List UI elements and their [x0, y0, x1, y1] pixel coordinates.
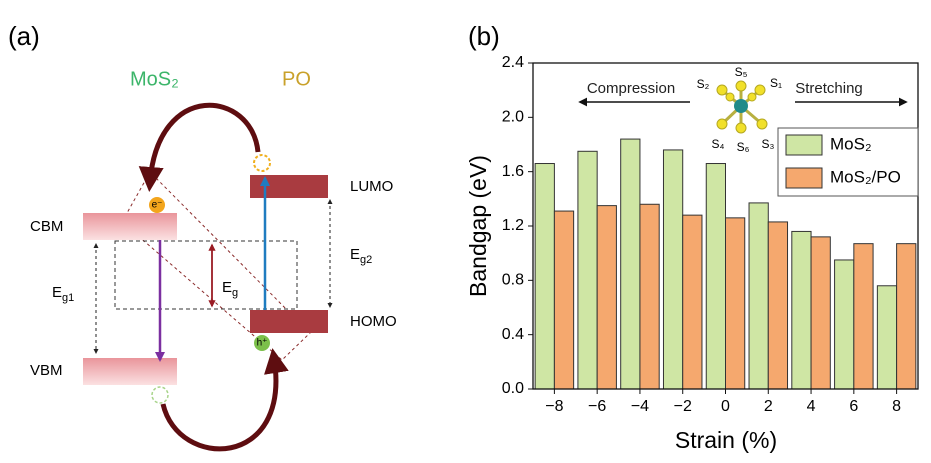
- transfer-arrow: [150, 105, 258, 182]
- bar: [706, 164, 725, 389]
- annotation: S₁: [770, 76, 782, 90]
- bar: [683, 215, 702, 389]
- panel-label: (a): [8, 21, 40, 51]
- bar: [811, 237, 830, 389]
- eg2-sub: g2: [360, 254, 372, 266]
- cbm-level: [83, 213, 177, 240]
- x-tick-label: −6: [588, 398, 606, 415]
- bar: [621, 139, 640, 389]
- y-tick-label: 0.8: [502, 272, 524, 289]
- y-axis-title: Bandgap (eV): [465, 155, 491, 297]
- vbm-label: VBM: [30, 362, 63, 379]
- bar: [554, 211, 573, 389]
- x-tick-label: 6: [849, 398, 858, 415]
- y-tick-label: 1.6: [502, 163, 524, 180]
- bar: [597, 206, 616, 389]
- x-tick-label: −2: [674, 398, 692, 415]
- x-tick-label: 4: [807, 398, 816, 415]
- x-tick-label: −4: [631, 398, 649, 415]
- annotation: S₄: [712, 137, 725, 151]
- homo-level: [250, 310, 328, 333]
- lumo-level: [250, 175, 328, 198]
- eg1-label: Eg1: [52, 284, 74, 304]
- lumo-label: LUMO: [350, 178, 393, 195]
- bar: [792, 231, 811, 389]
- legend-swatch: [786, 168, 822, 188]
- x-axis-title: Strain (%): [675, 427, 777, 453]
- legend-label: MoS₂/PO: [830, 167, 901, 186]
- y-tick-label: 0.0: [502, 380, 524, 397]
- bar: [835, 260, 854, 389]
- transfer-arrow: [163, 358, 276, 449]
- bar: [578, 151, 597, 389]
- eg-main: E: [222, 279, 232, 296]
- legend-swatch: [786, 135, 822, 155]
- y-tick-label: 1.2: [502, 217, 524, 234]
- bar: [640, 204, 659, 389]
- electron-label: e⁻: [152, 200, 163, 211]
- bar: [768, 222, 787, 389]
- y-tick-label: 2.0: [502, 109, 524, 126]
- bar: [726, 218, 745, 389]
- vbm-level: [83, 358, 177, 385]
- annotation: S₃: [762, 137, 775, 151]
- annotation: Stretching: [795, 80, 863, 97]
- annotation: Compression: [587, 80, 675, 97]
- annotation: S₅: [735, 65, 748, 79]
- bar: [897, 244, 916, 389]
- mos2-title: MoS₂: [130, 68, 179, 90]
- panel-a: (a) MoS₂ PO LUMO HOMO CBM VBM Eg Eg1 Eg2…: [8, 21, 397, 449]
- bar: [854, 244, 873, 389]
- figure: (a) MoS₂ PO LUMO HOMO CBM VBM Eg Eg1 Eg2…: [0, 0, 931, 458]
- x-tick-label: −8: [545, 398, 563, 415]
- bar: [663, 150, 682, 389]
- vacancy: [152, 387, 168, 403]
- po-title: PO: [282, 68, 311, 90]
- x-tick-label: 0: [721, 398, 730, 415]
- eg-label: Eg: [222, 279, 238, 299]
- eg1-sub: g1: [62, 292, 74, 304]
- eg2-main: E: [350, 246, 360, 263]
- panel-label: (b): [468, 21, 500, 51]
- annotation: S₂: [697, 77, 710, 91]
- bar: [749, 203, 768, 389]
- y-tick-label: 0.4: [502, 326, 524, 343]
- bar: [877, 286, 896, 389]
- x-tick-label: 8: [892, 398, 901, 415]
- gap-box: [115, 241, 297, 309]
- eg-sub: g: [232, 287, 238, 299]
- molecule: [717, 81, 767, 133]
- y-tick-label: 2.4: [502, 54, 524, 71]
- vacancy: [254, 155, 270, 171]
- eg2-label: Eg2: [350, 246, 372, 266]
- legend-label: MoS₂: [830, 134, 872, 153]
- hole-label: h⁺: [257, 338, 268, 349]
- eg1-main: E: [52, 284, 62, 301]
- annotation: S₆: [737, 140, 750, 154]
- bar: [535, 164, 554, 389]
- cbm-label: CBM: [30, 218, 63, 235]
- homo-label: HOMO: [350, 313, 397, 330]
- x-tick-label: 2: [764, 398, 773, 415]
